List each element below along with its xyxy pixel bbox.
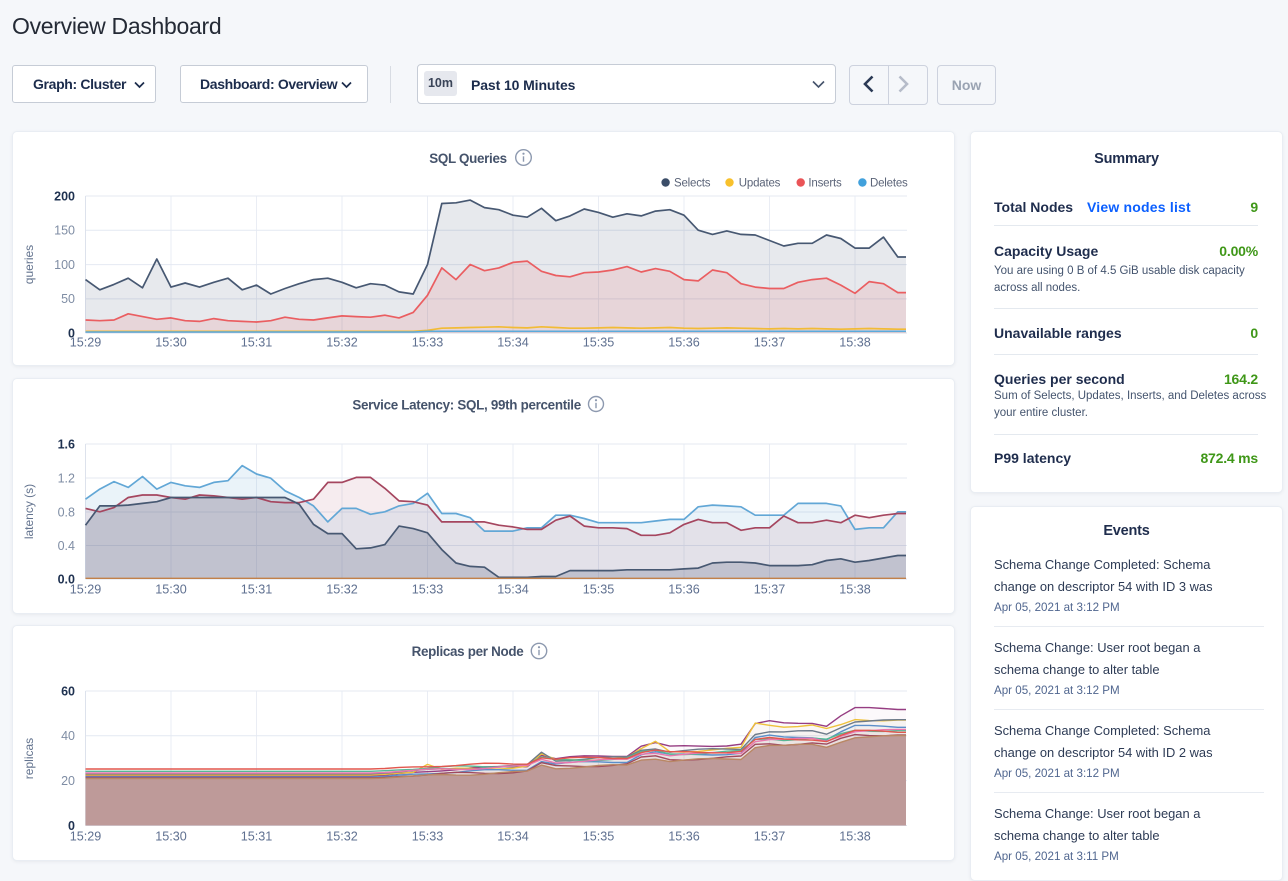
svg-text:15:35: 15:35 bbox=[583, 583, 615, 597]
svg-text:15:36: 15:36 bbox=[668, 830, 700, 844]
svg-text:15:31: 15:31 bbox=[241, 830, 273, 844]
svg-text:1.2: 1.2 bbox=[58, 471, 75, 485]
svg-text:15:38: 15:38 bbox=[839, 583, 871, 597]
svg-text:15:37: 15:37 bbox=[754, 336, 786, 350]
svg-text:Deletes: Deletes bbox=[870, 178, 908, 190]
svg-text:50: 50 bbox=[61, 292, 75, 306]
svg-text:0.8: 0.8 bbox=[58, 505, 75, 519]
svg-text:Service Latency: SQL, 99th per: Service Latency: SQL, 99th percentile bbox=[352, 398, 581, 413]
svg-text:15:36: 15:36 bbox=[668, 583, 700, 597]
svg-text:queries: queries bbox=[22, 245, 36, 284]
svg-text:15:31: 15:31 bbox=[241, 583, 273, 597]
svg-text:150: 150 bbox=[54, 224, 75, 238]
svg-text:15:32: 15:32 bbox=[326, 583, 358, 597]
svg-text:15:34: 15:34 bbox=[497, 830, 529, 844]
svg-text:Replicas per Node: Replicas per Node bbox=[412, 644, 524, 659]
svg-text:15:37: 15:37 bbox=[754, 830, 786, 844]
svg-text:15:32: 15:32 bbox=[326, 830, 358, 844]
svg-text:15:29: 15:29 bbox=[70, 336, 102, 350]
svg-text:15:31: 15:31 bbox=[241, 336, 273, 350]
svg-text:15:30: 15:30 bbox=[155, 336, 187, 350]
svg-text:SQL Queries: SQL Queries bbox=[429, 151, 507, 166]
svg-text:0.0: 0.0 bbox=[58, 572, 75, 586]
svg-text:60: 60 bbox=[61, 684, 75, 698]
svg-text:Inserts: Inserts bbox=[808, 178, 842, 190]
svg-text:15:38: 15:38 bbox=[839, 830, 871, 844]
svg-text:1.6: 1.6 bbox=[58, 437, 75, 451]
svg-text:0: 0 bbox=[68, 819, 75, 833]
svg-text:15:33: 15:33 bbox=[412, 830, 444, 844]
svg-text:0.4: 0.4 bbox=[58, 539, 75, 553]
svg-text:15:30: 15:30 bbox=[155, 583, 187, 597]
svg-text:Selects: Selects bbox=[674, 178, 711, 190]
svg-text:15:29: 15:29 bbox=[70, 583, 102, 597]
svg-text:15:32: 15:32 bbox=[326, 336, 358, 350]
svg-text:15:34: 15:34 bbox=[497, 583, 529, 597]
svg-text:latency (s): latency (s) bbox=[22, 484, 36, 539]
svg-text:Updates: Updates bbox=[739, 178, 781, 190]
svg-text:15:33: 15:33 bbox=[412, 336, 444, 350]
svg-text:15:29: 15:29 bbox=[70, 830, 102, 844]
svg-text:20: 20 bbox=[61, 774, 75, 788]
svg-text:15:34: 15:34 bbox=[497, 336, 529, 350]
svg-text:replicas: replicas bbox=[22, 738, 36, 779]
svg-text:15:36: 15:36 bbox=[668, 336, 700, 350]
svg-text:200: 200 bbox=[54, 189, 75, 203]
svg-text:100: 100 bbox=[54, 258, 75, 272]
svg-text:15:30: 15:30 bbox=[155, 830, 187, 844]
svg-text:15:35: 15:35 bbox=[583, 830, 615, 844]
svg-text:0: 0 bbox=[68, 326, 75, 340]
svg-text:15:35: 15:35 bbox=[583, 336, 615, 350]
svg-text:15:37: 15:37 bbox=[754, 583, 786, 597]
svg-text:15:33: 15:33 bbox=[412, 583, 444, 597]
svg-text:15:38: 15:38 bbox=[839, 336, 871, 350]
svg-text:40: 40 bbox=[61, 729, 75, 743]
